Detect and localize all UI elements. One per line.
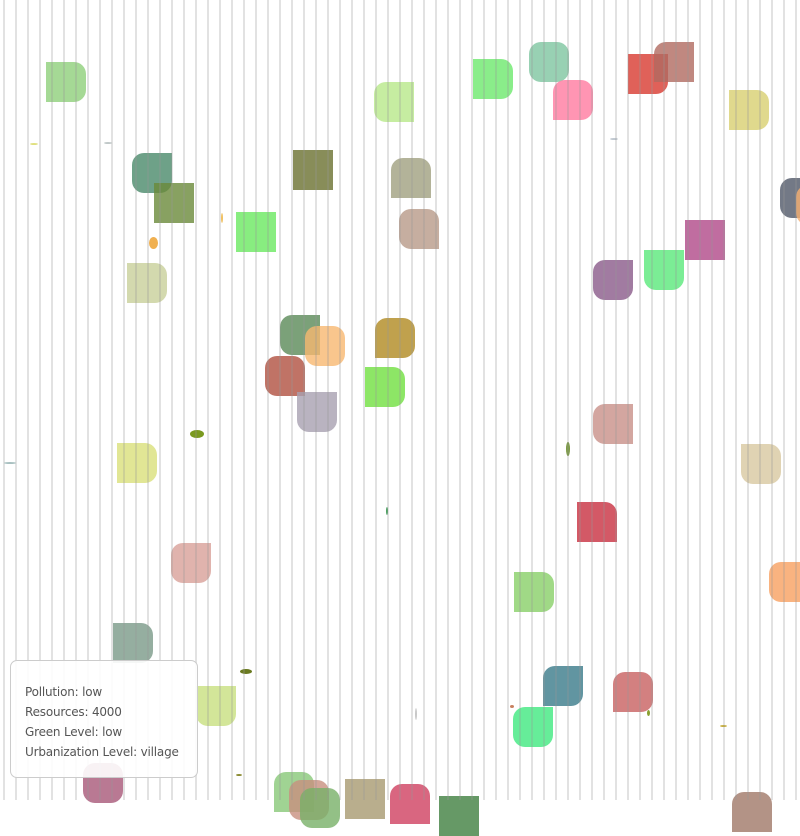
- building-block: [374, 82, 414, 122]
- pollution-stat: Pollution: low: [25, 685, 102, 699]
- particle: [610, 138, 618, 140]
- stats-panel: Pollution: low Resources: 4000 Green Lev…: [10, 660, 198, 778]
- building-block: [345, 779, 385, 819]
- building-block: [375, 318, 415, 358]
- particle: [221, 213, 223, 223]
- building-block: [196, 686, 236, 726]
- building-block: [305, 326, 345, 366]
- particle: [104, 142, 112, 144]
- particle: [510, 705, 514, 708]
- particle: [236, 774, 242, 776]
- building-block: [46, 62, 86, 102]
- building-block: [390, 784, 430, 824]
- particle: [4, 462, 16, 464]
- particle: [30, 143, 38, 145]
- particle: [647, 710, 650, 716]
- resources-stat: Resources: 4000: [25, 705, 122, 719]
- building-block: [265, 356, 305, 396]
- building-block: [391, 158, 431, 198]
- particle: [566, 442, 570, 456]
- building-block: [300, 788, 340, 828]
- building-block: [513, 707, 553, 747]
- building-block: [236, 212, 276, 252]
- building-block: [117, 443, 157, 483]
- particle: [720, 725, 727, 727]
- building-block: [685, 220, 725, 260]
- building-block: [543, 666, 583, 706]
- building-block: [529, 42, 569, 82]
- particle: [190, 430, 204, 438]
- building-block: [473, 59, 513, 99]
- building-block: [654, 42, 694, 82]
- building-block: [171, 543, 211, 583]
- building-block: [399, 209, 439, 249]
- urbanization-stat: Urbanization Level: village: [25, 745, 179, 759]
- building-block: [769, 562, 800, 602]
- building-block: [365, 367, 405, 407]
- building-block: [293, 150, 333, 190]
- building-block: [644, 250, 684, 290]
- building-block: [741, 444, 781, 484]
- building-block: [593, 260, 633, 300]
- building-block: [514, 572, 554, 612]
- particle: [149, 237, 158, 249]
- particle: [415, 708, 417, 720]
- building-block: [577, 502, 617, 542]
- building-block: [553, 80, 593, 120]
- particle: [240, 669, 252, 674]
- building-block: [780, 178, 800, 218]
- particle: [386, 507, 388, 515]
- building-block: [796, 185, 800, 225]
- green-level-stat: Green Level: low: [25, 725, 122, 739]
- building-block: [593, 404, 633, 444]
- building-block: [154, 183, 194, 223]
- building-block: [732, 792, 772, 832]
- building-block: [439, 796, 479, 836]
- building-block: [297, 392, 337, 432]
- building-block: [729, 90, 769, 130]
- building-block: [127, 263, 167, 303]
- building-block: [113, 623, 153, 663]
- building-block: [613, 672, 653, 712]
